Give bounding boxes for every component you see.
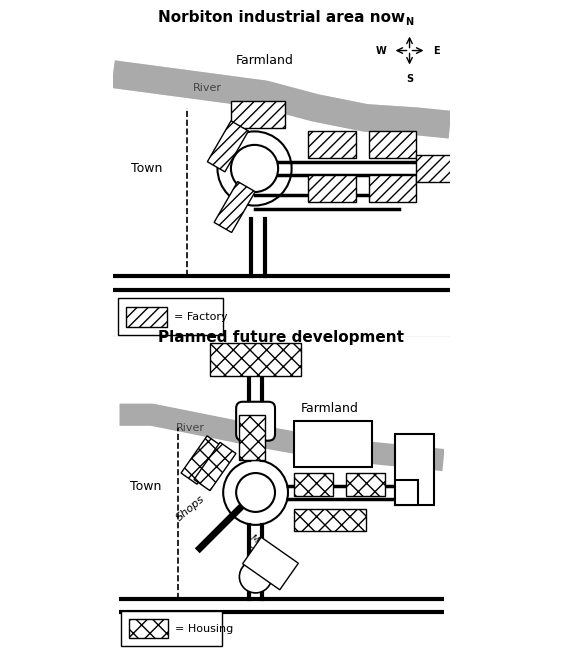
Bar [346,473,385,496]
Bar [294,509,366,531]
Text: Shops: Shops [175,494,207,524]
Text: Norbiton industrial area now: Norbiton industrial area now [158,10,405,25]
Text: Medical
centre: Medical centre [242,533,282,569]
Bar [239,415,265,460]
Text: River: River [193,82,222,93]
Bar [231,101,285,128]
Bar [294,421,372,467]
Circle shape [239,561,272,593]
FancyBboxPatch shape [236,402,275,441]
Text: School: School [409,452,419,487]
Text: = Housing: = Housing [175,623,233,634]
Bar [369,132,416,158]
Text: Town: Town [129,480,161,492]
Bar [369,175,416,202]
Text: Farmland: Farmland [236,54,293,67]
Text: E: E [433,45,440,56]
Bar [416,155,463,182]
Text: S: S [406,74,413,84]
Bar [243,537,298,590]
Bar [309,175,356,202]
Bar [181,436,223,484]
Circle shape [236,473,275,512]
Bar [127,307,167,327]
Bar [207,121,248,172]
Text: W: W [375,45,386,56]
Text: Playground: Playground [302,439,365,449]
Bar [294,473,333,496]
FancyBboxPatch shape [118,298,222,335]
Bar [395,434,434,505]
Text: River: River [176,422,205,433]
Bar [129,619,168,638]
Bar [194,443,236,491]
Bar [214,181,255,233]
Text: = Factory: = Factory [173,312,227,322]
Bar [210,343,301,376]
Bar [309,132,356,158]
Bar [395,480,418,505]
Text: Farmland: Farmland [301,402,359,415]
Text: Town: Town [131,162,162,175]
FancyBboxPatch shape [121,610,222,647]
Circle shape [231,145,278,192]
Text: Planned future development: Planned future development [159,330,404,345]
Text: N: N [405,17,414,27]
